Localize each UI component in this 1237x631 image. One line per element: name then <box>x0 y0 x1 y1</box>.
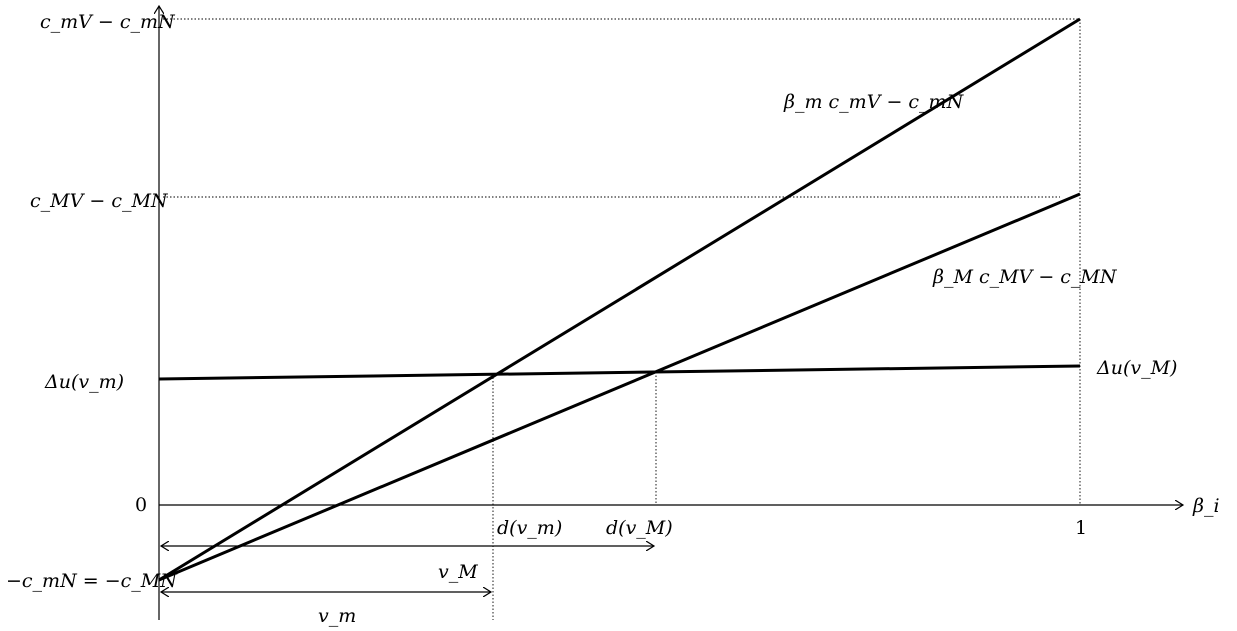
line-flat-label: Δu(v_M) <box>1096 357 1177 379</box>
line-shallow-label: β_M c_MV − c_MN <box>932 266 1118 288</box>
y-label-top: c_mV − c_mN <box>40 11 176 33</box>
x-label-d-vm: d(v_m) <box>497 517 562 539</box>
y-label-zero: 0 <box>135 494 147 516</box>
interval-vm-label: v_m <box>318 605 356 627</box>
x-label-one: 1 <box>1075 517 1087 539</box>
x-axis-label: β_i <box>1192 495 1220 517</box>
line-steep <box>158 17 1081 582</box>
line-steep-label: β_m c_mV − c_mN <box>783 91 965 113</box>
y-label-delta-m: Δu(v_m) <box>44 371 124 393</box>
line-flat <box>158 364 1081 381</box>
interval-vM-label: v_M <box>438 561 478 583</box>
line-shallow <box>158 192 1081 582</box>
x-label-d-vM: d(v_M) <box>606 517 673 539</box>
y-label-bottom: −c_mN = −c_MN <box>6 570 178 592</box>
y-label-mid: c_MV − c_MN <box>30 190 169 212</box>
